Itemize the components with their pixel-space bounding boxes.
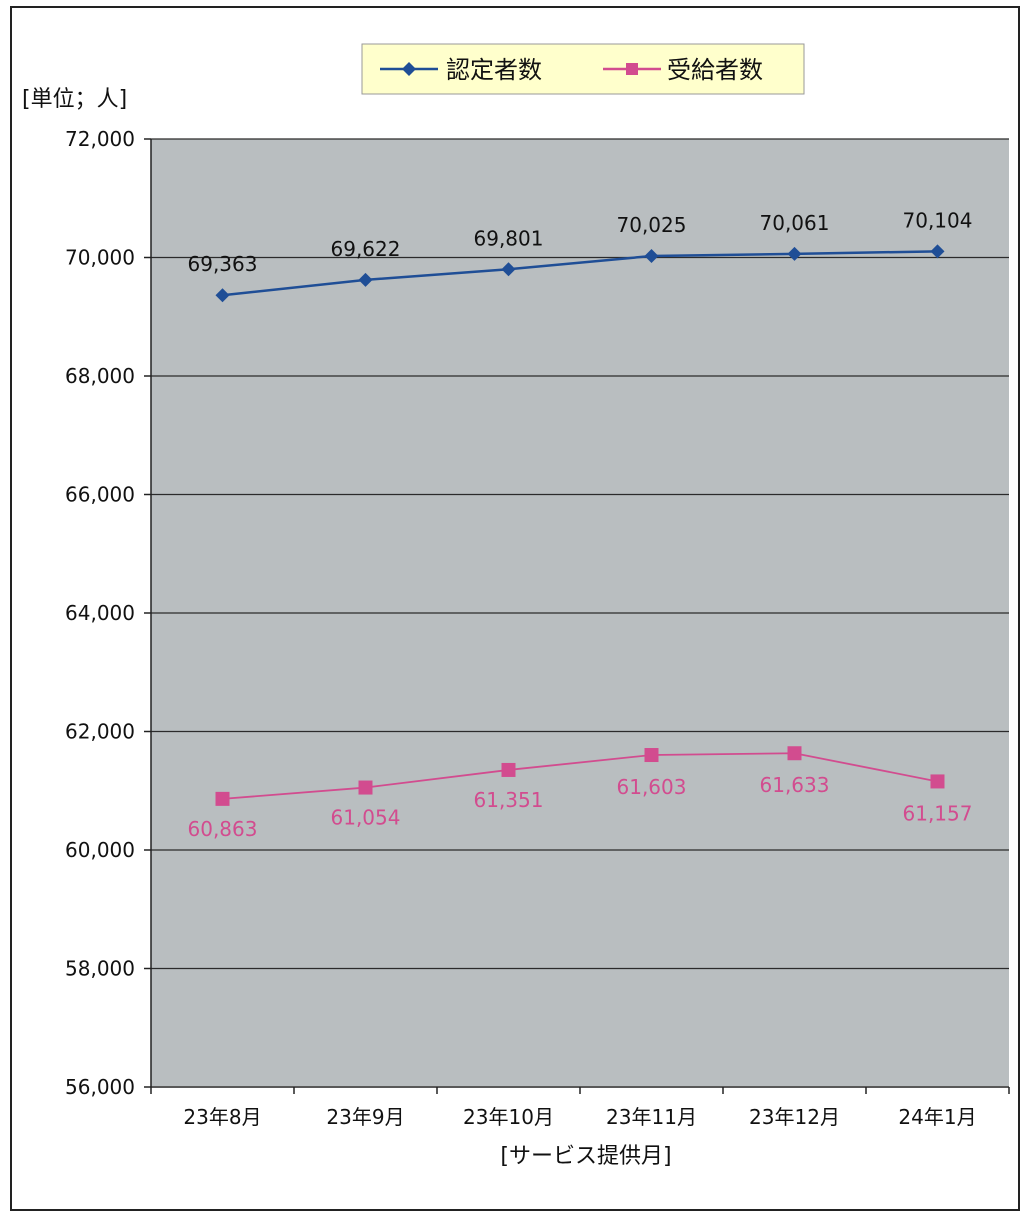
x-tick-label: 23年10月: [463, 1105, 554, 1129]
data-label: 70,104: [903, 208, 973, 232]
data-point-marker: [358, 272, 373, 287]
data-label: 61,633: [760, 773, 830, 797]
legend-marker-1: [402, 62, 416, 76]
data-point-marker: [501, 262, 516, 277]
data-label: 69,801: [474, 226, 544, 250]
data-point-marker: [787, 246, 802, 261]
x-axis-ticks: 23年8月 23年9月 23年10月 23年11月 23年12月 24年1月: [150, 1087, 1010, 1129]
data-label: 60,863: [188, 817, 258, 841]
gridlines: [151, 138, 1009, 970]
y-tick-label: 62,000: [65, 720, 135, 744]
y-tick-label: 60,000: [65, 838, 135, 862]
y-tick-label: 70,000: [65, 246, 135, 270]
x-axis-title: [サービス提供月]: [500, 1144, 671, 1169]
data-point-marker: [644, 748, 659, 763]
data-point-marker: [215, 288, 230, 303]
y-tick-label: 58,000: [65, 957, 135, 981]
legend-label-1: 認定者数: [446, 56, 542, 84]
x-tick-label: 23年11月: [606, 1105, 697, 1129]
y-tick-label: 72,000: [65, 127, 135, 151]
data-label: 61,157: [903, 801, 973, 825]
data-point-marker: [501, 762, 516, 777]
series-group: [215, 244, 945, 806]
data-labels: 69,363 69,622 69,801 70,025 70,061 70,104 60,8…: [188, 208, 973, 841]
data-label: 61,603: [617, 775, 687, 799]
legend-label-2: 受給者数: [667, 56, 763, 84]
series-line-1: [222, 250, 938, 297]
y-axis-ticks: 56,000 58,000 60,000 62,000 64,000 66,000 68,0…: [65, 127, 151, 1099]
y-tick-label: 66,000: [65, 483, 135, 507]
data-label: 69,363: [188, 252, 258, 276]
x-tick-label: 23年8月: [183, 1105, 261, 1129]
data-point-marker: [930, 774, 945, 789]
y-tick-label: 68,000: [65, 364, 135, 388]
series-line-2: [222, 752, 938, 800]
data-label: 70,061: [760, 211, 830, 235]
unit-label: [単位；人]: [22, 87, 127, 112]
x-tick-label: 23年9月: [326, 1105, 404, 1129]
x-tick-label: 24年1月: [898, 1105, 976, 1129]
data-label: 70,025: [617, 213, 687, 237]
y-tick-label: 56,000: [65, 1075, 135, 1099]
data-label: 69,622: [331, 237, 401, 261]
data-point-marker: [644, 249, 659, 264]
data-point-marker: [215, 791, 230, 806]
legend: 認定者数 受給者数: [361, 43, 805, 95]
data-point-marker: [787, 746, 802, 761]
x-tick-label: 23年12月: [749, 1105, 840, 1129]
data-point-marker: [358, 780, 373, 795]
data-label: 61,351: [474, 788, 544, 812]
data-label: 61,054: [331, 806, 401, 830]
legend-marker-2: [626, 63, 638, 75]
y-tick-label: 64,000: [65, 601, 135, 625]
data-point-marker: [930, 244, 945, 259]
